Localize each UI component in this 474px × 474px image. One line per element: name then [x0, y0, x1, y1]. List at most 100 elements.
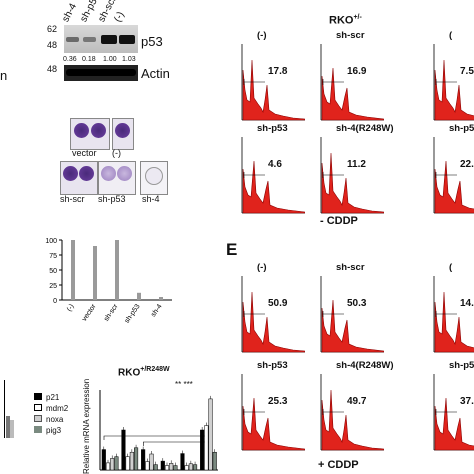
mrna-ylabel: Relative mRNA expression	[82, 378, 91, 474]
colony-plate-shscr	[60, 161, 98, 195]
bar	[141, 449, 146, 471]
histogram-plot	[241, 374, 305, 451]
bar	[169, 463, 174, 471]
histogram-plot	[320, 137, 384, 214]
x-tick-label: (-)	[66, 303, 76, 313]
bar	[134, 447, 139, 471]
actin-band	[66, 69, 136, 76]
rko-title: RKO+/-	[329, 14, 362, 27]
histogram-fill	[434, 59, 474, 121]
bar	[180, 453, 185, 471]
blot-panel: n sh-4 sh-p53 sh-scr (-) 62 48 p53 0.36 …	[0, 0, 200, 100]
blot-cut-text: n	[0, 68, 8, 83]
y-tick-label: 0	[53, 298, 57, 305]
histogram-plot	[433, 374, 474, 451]
histogram-fill	[321, 389, 384, 451]
colony-plate-vector	[70, 118, 110, 150]
colony-well	[115, 123, 130, 138]
histogram-label: sh-scr	[336, 262, 365, 273]
mw-48: 48	[47, 40, 58, 50]
colony-label-shp53: sh-p53	[98, 194, 126, 204]
bar	[71, 240, 75, 300]
mw-48-actin: 48	[47, 64, 58, 74]
actin-blot-image	[64, 65, 138, 81]
bar	[193, 464, 198, 471]
bar	[129, 451, 134, 471]
histogram-fill	[321, 152, 384, 214]
mrna-chart-title: RKO+/R248W	[118, 366, 170, 379]
bar	[110, 458, 115, 471]
histogram-fill	[321, 299, 384, 353]
colony-well	[145, 167, 163, 185]
histogram-fill	[242, 291, 305, 353]
subg1-percent: 22.4	[460, 159, 474, 170]
p53-blot-image	[64, 25, 138, 53]
bar	[101, 449, 106, 471]
p53-label: p53	[141, 34, 163, 49]
bar	[105, 462, 111, 471]
colony-plate-neg	[112, 118, 134, 150]
quant-1: 0.36	[63, 56, 77, 63]
colony-well	[63, 166, 78, 181]
subg1-percent: 14.9	[460, 298, 474, 309]
histogram-fill	[434, 291, 474, 353]
lane-label-4: (-)	[112, 10, 127, 24]
bar	[125, 456, 130, 471]
subg1-percent: 4.6	[268, 159, 282, 170]
sig-bracket	[103, 435, 207, 440]
p53-band	[101, 35, 117, 44]
histogram-fill	[434, 397, 474, 451]
mw-62: 62	[47, 24, 58, 34]
histogram-label: sh-4(R248W)	[336, 360, 394, 371]
bar	[204, 425, 209, 471]
bar	[164, 465, 170, 471]
p53-band	[119, 35, 135, 44]
legend-item-p21: p21	[34, 392, 68, 403]
colony-bar-chart: 100 75 50 25 0 (-) vector sh-scr sh-p53 sh-4	[45, 238, 172, 325]
bar	[153, 464, 158, 471]
colony-label-sh4: sh-4	[142, 194, 160, 204]
colony-label-vector: vector	[72, 148, 97, 158]
bar	[121, 429, 126, 471]
legend-item-noxa: noxa	[34, 414, 68, 425]
histogram-label: (	[449, 262, 453, 273]
bar	[184, 465, 189, 471]
bar	[137, 292, 141, 300]
histogram-label: sh-p5	[449, 360, 474, 371]
colony-well	[91, 123, 106, 138]
histogram-label: sh-scr	[336, 30, 365, 41]
subg1-percent: 49.7	[347, 396, 367, 407]
subg1-percent: 17.8	[268, 66, 288, 77]
condition-plus-cddp: + CDDP	[318, 459, 359, 471]
x-tick-label: sh-4	[150, 303, 164, 318]
x-tick-label: sh-scr	[103, 303, 120, 323]
significance-stars: ** ***	[175, 380, 193, 389]
colony-well	[79, 166, 94, 181]
p53-band	[83, 37, 96, 42]
histogram-fill	[242, 397, 305, 451]
bar	[160, 460, 165, 471]
histogram-label: (-)	[257, 262, 267, 273]
histogram-plot	[241, 137, 305, 214]
histogram-label: (-)	[257, 30, 267, 41]
histogram-fill	[434, 160, 474, 214]
subg1-percent: 7.5	[460, 66, 474, 77]
bar	[208, 398, 213, 471]
colony-plate-shp53	[98, 161, 136, 195]
p53-band	[66, 37, 79, 42]
bar	[93, 246, 97, 300]
subg1-percent: 50.3	[347, 298, 367, 309]
bar	[114, 456, 119, 471]
y-tick-label: 50	[49, 268, 57, 275]
fragment-bar	[10, 420, 14, 438]
bar	[145, 461, 150, 471]
histogram-plot	[433, 137, 474, 214]
histogram-plot	[241, 276, 305, 353]
fragment-bar	[6, 416, 10, 438]
legend-item-mdm2: mdm2	[34, 403, 68, 414]
colony-well	[117, 166, 132, 181]
histogram-plot	[320, 44, 384, 121]
histogram-fill	[242, 160, 305, 214]
fragment-axis	[4, 380, 5, 438]
histogram-label: sh-4(R248W)	[336, 123, 394, 134]
